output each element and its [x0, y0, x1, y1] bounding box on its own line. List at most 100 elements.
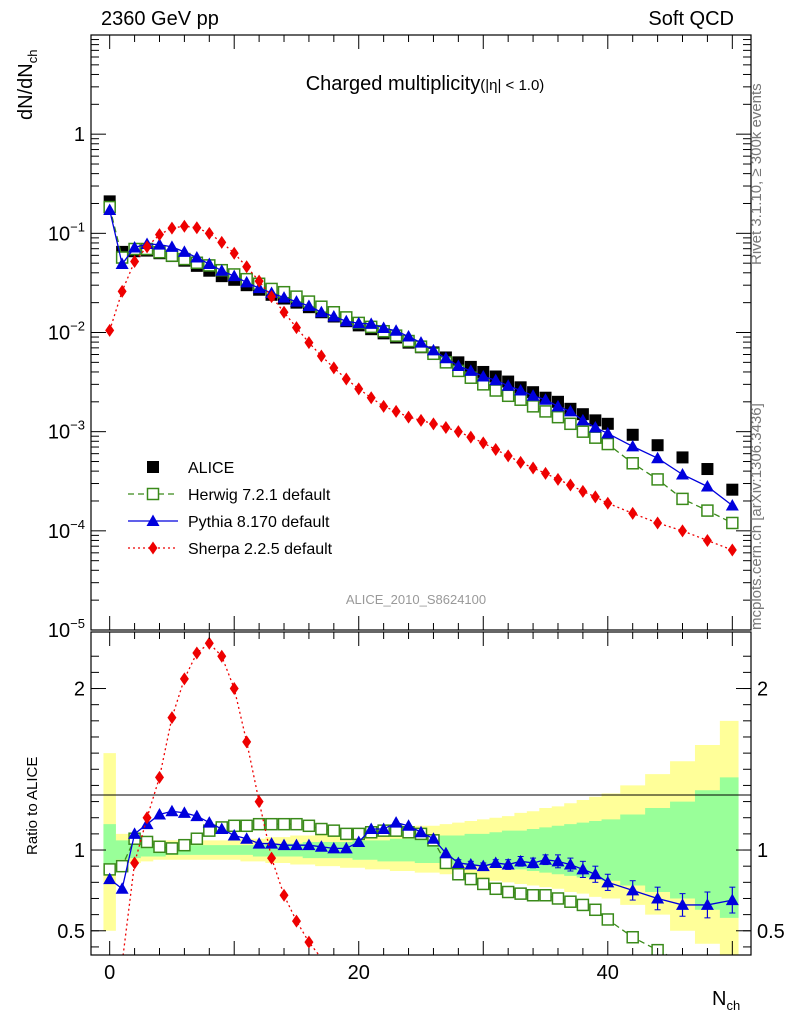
pythia-point: [489, 373, 503, 386]
herwig-ratio-point: [265, 817, 278, 831]
pythia-point: [327, 309, 341, 322]
pythia-point: [501, 379, 515, 391]
herwig-ratio-point: [539, 888, 552, 902]
pythia-point: [676, 467, 690, 480]
pythia-point: [526, 389, 540, 401]
alice-point: [626, 428, 639, 441]
sherpa-point: [441, 421, 451, 435]
pythia-point: [165, 240, 179, 252]
sherpa-ratio-point: [204, 636, 214, 650]
sherpa-point: [167, 221, 177, 235]
pythia-ratio-point: [364, 822, 378, 835]
sherpa-series-line: [109, 225, 733, 551]
sherpa-point: [416, 413, 426, 427]
pythia-ratio-point: [476, 859, 490, 872]
main-y-tick-label: 10−3: [48, 418, 85, 444]
sherpa-ratio-point: [142, 811, 152, 825]
sherpa-point: [242, 260, 252, 274]
sherpa-ratio-point: [291, 914, 301, 928]
sherpa-ratio-point: [242, 735, 252, 749]
pythia-point: [576, 413, 590, 426]
pythia-ratio-point: [725, 893, 739, 906]
sherpa-point: [503, 449, 513, 463]
sherpa-point: [341, 372, 351, 386]
sherpa-ratio-point: [229, 682, 239, 696]
herwig-ratio-point: [240, 819, 253, 833]
sherpa-point: [453, 425, 463, 439]
legend-alice-marker: [147, 461, 159, 473]
pythia-ratio-point: [651, 891, 665, 904]
sherpa-point: [329, 361, 339, 375]
sherpa-ratio-point: [154, 770, 164, 784]
herwig-ratio-point: [489, 882, 502, 896]
main-y-axis-label: dN/dNch: [15, 50, 40, 120]
ratio-y-tick-label-right: 0.5: [757, 921, 785, 943]
herwig-ratio-point: [589, 903, 602, 917]
herwig-point: [564, 417, 577, 431]
herwig-ratio-point: [140, 835, 154, 849]
alice-point: [676, 451, 689, 464]
pythia-point: [364, 317, 378, 329]
alice-point: [701, 463, 714, 476]
main-y-tick-label: 10−1: [48, 219, 85, 245]
pythia-ratio-point: [177, 806, 191, 818]
sherpa-point: [478, 436, 488, 450]
pythia-point: [215, 264, 229, 276]
pythia-ratio-point: [165, 804, 179, 817]
herwig-ratio-point: [576, 898, 590, 912]
sherpa-point: [404, 410, 414, 424]
pythia-ratio-point: [352, 835, 366, 847]
sherpa-point: [653, 516, 663, 530]
pythia-ratio-point: [514, 854, 528, 867]
pythia-ratio-point: [539, 853, 553, 865]
pythia-ratio-point: [439, 846, 453, 859]
sherpa-point: [491, 443, 501, 457]
herwig-ratio-point: [452, 868, 465, 881]
herwig-ratio-point: [501, 885, 515, 899]
main-plot-title-suffix: (|η| < 1.0): [480, 77, 544, 94]
herwig-ratio-point: [340, 827, 353, 841]
pythia-ratio-point: [289, 838, 303, 851]
x-axis-label: Nch: [712, 988, 740, 1013]
pythia-point: [514, 384, 528, 396]
pythia-ratio-point: [277, 838, 291, 851]
main-plot-title: Charged multiplicity(|η| < 1.0): [306, 73, 545, 95]
main-y-tick-label: 1: [74, 124, 85, 146]
pythia-point: [551, 399, 565, 412]
herwig-point: [601, 437, 615, 451]
sherpa-point: [291, 321, 301, 335]
pythia-series-line: [109, 209, 733, 507]
pythia-point: [240, 275, 254, 288]
sherpa-ratio-point: [304, 935, 314, 949]
pythia-ratio-point: [588, 867, 602, 880]
herwig-point: [489, 384, 502, 397]
pythia-point: [451, 359, 465, 371]
pythia-point: [302, 299, 316, 312]
watermark: ALICE_2010_S8624100: [346, 592, 486, 607]
sherpa-point: [179, 219, 189, 233]
sherpa-ratio-point: [192, 646, 202, 660]
sherpa-ratio-point: [254, 795, 264, 809]
herwig-ratio-point: [190, 832, 204, 845]
sherpa-ratio-point: [167, 711, 177, 725]
pythia-point: [152, 238, 166, 250]
pythia-ratio-point: [576, 862, 590, 875]
pythia-ratio-point: [563, 858, 577, 870]
herwig-point: [676, 492, 689, 506]
pythia-ratio-point: [414, 825, 428, 838]
sherpa-point: [628, 506, 638, 520]
pythia-ratio-point: [339, 841, 353, 854]
sherpa-point: [578, 484, 588, 498]
herwig-point: [589, 431, 602, 444]
pythia-point: [177, 245, 191, 257]
sherpa-point: [603, 496, 613, 510]
herwig-ratio-point: [477, 877, 490, 891]
sherpa-point: [727, 543, 737, 557]
herwig-ratio-point: [290, 817, 303, 831]
pythia-point: [601, 426, 615, 439]
legend-pythia-label: Pythia 8.170 default: [188, 514, 330, 531]
sherpa-ratio-point: [179, 672, 189, 686]
sherpa-point: [528, 461, 538, 475]
pythia-ratio-line: [109, 810, 733, 906]
